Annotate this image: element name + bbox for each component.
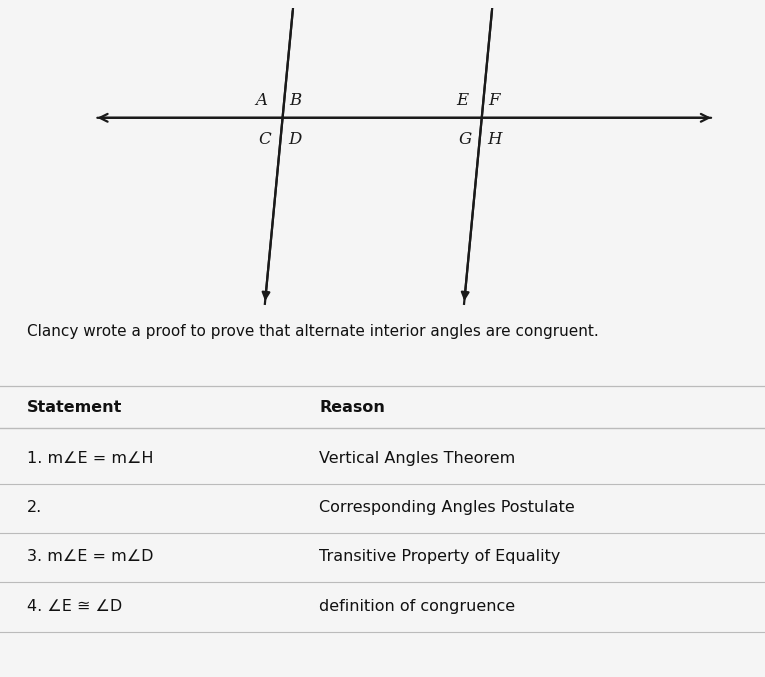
- Text: E: E: [456, 92, 468, 109]
- Text: definition of congruence: definition of congruence: [320, 598, 516, 613]
- Text: C: C: [259, 131, 272, 148]
- Text: 3. m∠E = m∠D: 3. m∠E = m∠D: [27, 549, 153, 565]
- Text: D: D: [288, 131, 302, 148]
- Text: Vertical Angles Theorem: Vertical Angles Theorem: [320, 451, 516, 466]
- Text: Corresponding Angles Postulate: Corresponding Angles Postulate: [320, 500, 575, 515]
- Text: A: A: [256, 92, 268, 109]
- Text: B: B: [289, 92, 301, 109]
- Text: Transitive Property of Equality: Transitive Property of Equality: [320, 549, 561, 565]
- Text: H: H: [487, 131, 502, 148]
- Text: 4. ∠E ≅ ∠D: 4. ∠E ≅ ∠D: [27, 598, 122, 613]
- Text: Reason: Reason: [320, 400, 386, 415]
- Text: G: G: [459, 131, 472, 148]
- Text: F: F: [489, 92, 500, 109]
- Text: Statement: Statement: [27, 400, 122, 415]
- Text: 2.: 2.: [27, 500, 42, 515]
- Text: 1. m∠E = m∠H: 1. m∠E = m∠H: [27, 451, 153, 466]
- Text: Clancy wrote a proof to prove that alternate interior angles are congruent.: Clancy wrote a proof to prove that alter…: [27, 324, 598, 339]
